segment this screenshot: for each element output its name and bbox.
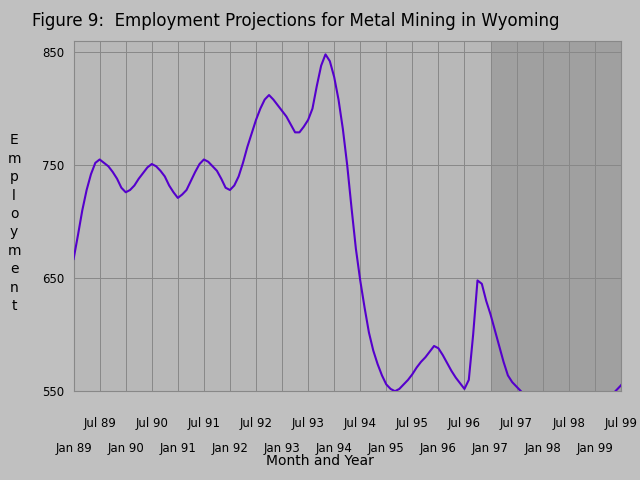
Text: Jul 99: Jul 99 (604, 418, 637, 431)
Text: Month and Year: Month and Year (266, 454, 374, 468)
Text: Jan 89: Jan 89 (55, 442, 92, 455)
Text: Jan 91: Jan 91 (159, 442, 196, 455)
Text: Jul 93: Jul 93 (292, 418, 324, 431)
Text: Jan 96: Jan 96 (420, 442, 457, 455)
Text: Jul 91: Jul 91 (188, 418, 220, 431)
Bar (490, 41, 621, 391)
Text: Jan 95: Jan 95 (368, 442, 404, 455)
Text: Jan 97: Jan 97 (472, 442, 509, 455)
Text: Jul 89: Jul 89 (83, 418, 116, 431)
Text: Jan 98: Jan 98 (524, 442, 561, 455)
Text: Jul 92: Jul 92 (239, 418, 273, 431)
Text: Jan 94: Jan 94 (316, 442, 353, 455)
Text: Jul 90: Jul 90 (135, 418, 168, 431)
Text: Jan 93: Jan 93 (264, 442, 300, 455)
Text: Jul 95: Jul 95 (396, 418, 429, 431)
Text: Jan 90: Jan 90 (108, 442, 144, 455)
Text: Figure 9:  Employment Projections for Metal Mining in Wyoming: Figure 9: Employment Projections for Met… (32, 12, 559, 30)
Text: Jul 94: Jul 94 (344, 418, 377, 431)
Text: E
m
p
l
o
y
m
e
n
t: E m p l o y m e n t (7, 133, 21, 313)
Text: Jan 99: Jan 99 (576, 442, 613, 455)
Text: Jan 92: Jan 92 (211, 442, 248, 455)
Text: Jul 98: Jul 98 (552, 418, 585, 431)
Text: Jul 96: Jul 96 (448, 418, 481, 431)
Text: Jul 97: Jul 97 (500, 418, 533, 431)
